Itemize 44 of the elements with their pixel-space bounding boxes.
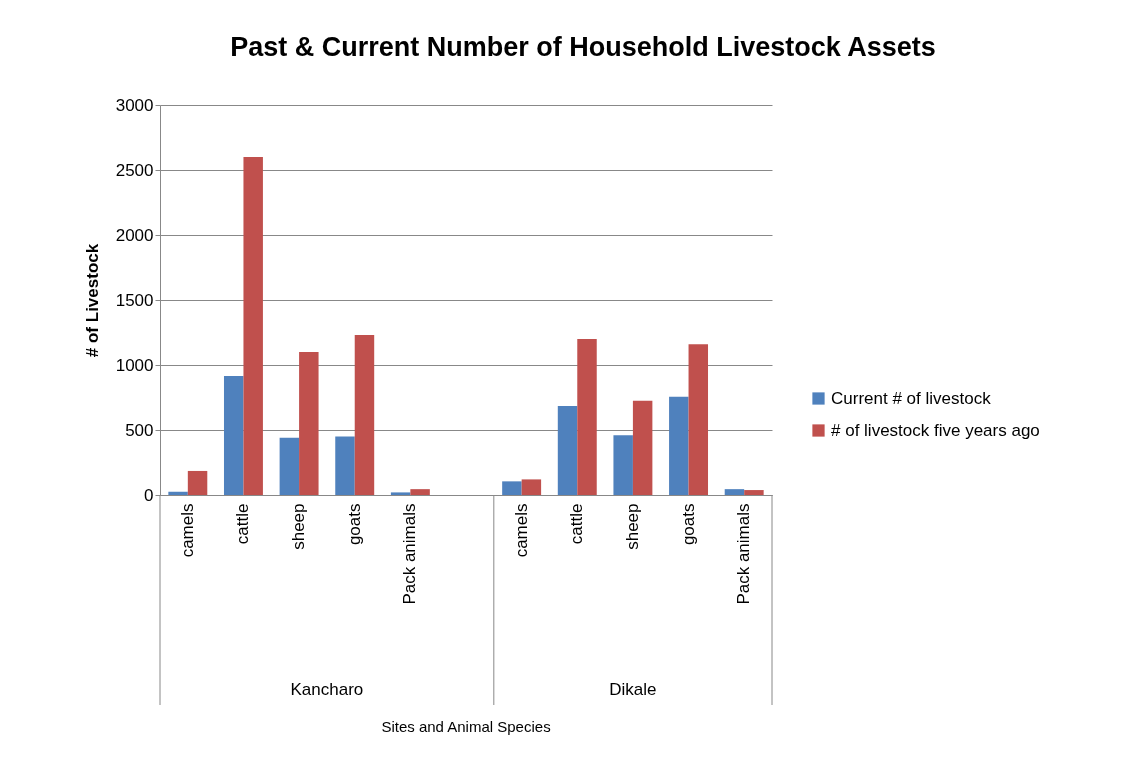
y-tick-label: 500 <box>125 420 154 440</box>
bar <box>390 492 411 495</box>
x-tick-label: camels <box>177 503 197 558</box>
text: Sites and Animal Species <box>381 718 551 735</box>
bar <box>521 479 542 495</box>
chart-title: Past & Current Number of Household Livestock Assets <box>230 32 936 62</box>
x-tick-label: camels <box>511 503 531 558</box>
bar <box>299 352 319 495</box>
x-tick-label: cattle <box>567 503 587 545</box>
bar <box>724 489 745 495</box>
bar <box>502 481 522 495</box>
bar <box>223 376 244 495</box>
y-tick-label: 1500 <box>115 290 154 310</box>
y-tick-label: 3000 <box>115 95 154 115</box>
bar <box>557 405 578 495</box>
x-tick-label: cattle <box>233 503 253 545</box>
x-tick-label: sheep <box>289 503 309 550</box>
x-tick-label: Pack animals <box>734 503 754 605</box>
bar <box>744 490 764 495</box>
bar <box>335 436 355 495</box>
bar <box>632 400 653 495</box>
bar <box>577 339 597 495</box>
legend-label: # of livestock five years ago <box>831 420 1040 440</box>
bar <box>354 335 375 495</box>
x-tick-label: Pack animals <box>400 503 420 605</box>
bar <box>187 470 208 495</box>
bar <box>669 396 689 495</box>
bar <box>410 489 430 495</box>
y-axis-title: # of Livestock <box>82 243 102 358</box>
x-tick-label: goats <box>678 503 698 546</box>
text: Kancharo <box>290 680 364 699</box>
y-tick-label: 2500 <box>115 160 154 180</box>
y-tick-label: 1000 <box>115 355 154 375</box>
bar <box>243 157 263 495</box>
bar <box>279 437 300 495</box>
legend-label: Current # of livestock <box>831 388 992 408</box>
y-tick-label: 0 <box>144 485 154 505</box>
text: Dikale <box>609 680 657 699</box>
x-tick-label: goats <box>344 503 364 546</box>
x-tick-label: sheep <box>622 503 642 550</box>
bar <box>168 491 188 495</box>
bar <box>688 344 709 495</box>
bar <box>613 435 633 495</box>
y-tick-label: 2000 <box>115 225 154 245</box>
